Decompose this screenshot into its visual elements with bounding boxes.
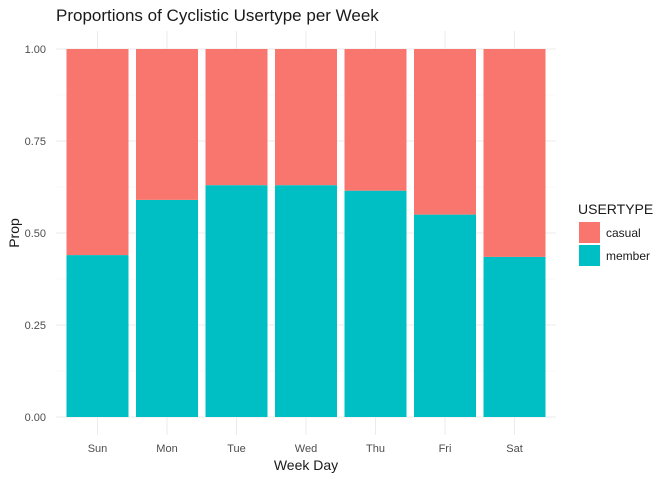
bar-casual-sun xyxy=(66,49,129,256)
legend-swatch-member xyxy=(579,245,600,266)
x-tick-label: Wed xyxy=(295,443,317,455)
bar-member-sun xyxy=(66,255,129,417)
legend-swatch-casual xyxy=(579,222,600,243)
bar-member-wed xyxy=(275,185,337,417)
legend-label-member: member xyxy=(606,249,650,263)
bar-member-tue xyxy=(205,185,268,417)
bar-member-sat xyxy=(483,256,546,417)
legend: USERTYPE casual member xyxy=(578,201,653,266)
x-tick-label: Fri xyxy=(439,443,452,455)
bar-casual-wed xyxy=(275,49,337,186)
tick-labels: 0.00 0.25 0.50 0.75 1.00 Sun Mon Tue Wed Thu Fri Sa… xyxy=(25,44,523,455)
y-axis-title: Prop xyxy=(6,218,22,248)
y-tick-label: 0.25 xyxy=(25,320,46,332)
bar-casual-fri xyxy=(414,49,476,215)
y-tick-label: 1.00 xyxy=(25,44,46,56)
bar-casual-thu xyxy=(344,49,407,191)
legend-title: USERTYPE xyxy=(578,201,653,217)
chart-title: Proportions of Cyclistic Usertype per We… xyxy=(56,6,379,25)
legend-label-casual: casual xyxy=(606,226,641,240)
bar-casual-tue xyxy=(205,49,268,186)
x-tick-label: Sat xyxy=(506,443,523,455)
y-tick-label: 0.50 xyxy=(25,228,46,240)
y-tick-label: 0.75 xyxy=(25,136,46,148)
x-tick-label: Mon xyxy=(156,443,177,455)
y-tick-label: 0.00 xyxy=(25,412,46,424)
bar-casual-sat xyxy=(483,49,546,257)
bar-member-mon xyxy=(136,199,198,417)
x-axis-title: Week Day xyxy=(274,457,338,473)
bar-casual-mon xyxy=(136,49,198,200)
x-tick-label: Thu xyxy=(366,443,385,455)
bars xyxy=(66,49,546,417)
bar-member-thu xyxy=(344,190,407,417)
x-tick-label: Tue xyxy=(227,443,246,455)
bar-member-fri xyxy=(414,214,476,417)
x-tick-label: Sun xyxy=(88,443,108,455)
